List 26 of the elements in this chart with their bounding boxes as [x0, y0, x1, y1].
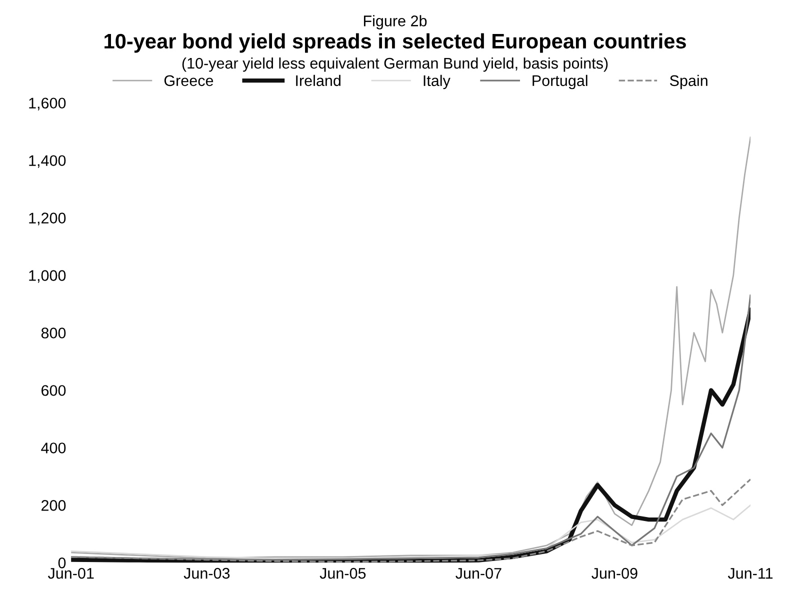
- legend-label: Portugal: [532, 74, 588, 90]
- y-tick-label: 1,400: [29, 155, 66, 168]
- y-tick-label: 1,000: [29, 270, 66, 283]
- y-tick-label: 1,200: [29, 212, 66, 226]
- y-tick-label: 1,600: [29, 98, 66, 110]
- y-tick-label: 800: [41, 328, 66, 338]
- legend-label: Ireland: [296, 74, 340, 86]
- caption: Figure 2b: [364, 15, 427, 30]
- x-tick-label: Jun-03: [184, 568, 230, 579]
- y-tick-label: 400: [41, 442, 66, 454]
- x-tick-label: Jun-05: [320, 568, 366, 579]
- legend-label: Spain: [670, 74, 708, 90]
- line-series: [71, 504, 750, 560]
- y-tick-label: 600: [42, 385, 66, 396]
- y-tick-label: 200: [42, 500, 66, 511]
- y-tick-label: 0: [58, 558, 66, 568]
- x-tick-label: Jun-11: [728, 568, 773, 579]
- chart-subtitle: (10-year yield less equivalent German Bund yield, basis points): [182, 57, 608, 72]
- x-tick-label: Jun-07: [456, 568, 502, 579]
- legend-label: Greece: [164, 75, 214, 86]
- legend-label: Italy: [424, 74, 450, 90]
- x-tick-label: Jun-09: [592, 568, 638, 579]
- x-tick-label: Jun-01: [48, 568, 94, 579]
- chart-title: 10-year bond yield spreads in selected European countries: [104, 33, 686, 53]
- line-series: [71, 478, 750, 563]
- line-series: [71, 136, 750, 560]
